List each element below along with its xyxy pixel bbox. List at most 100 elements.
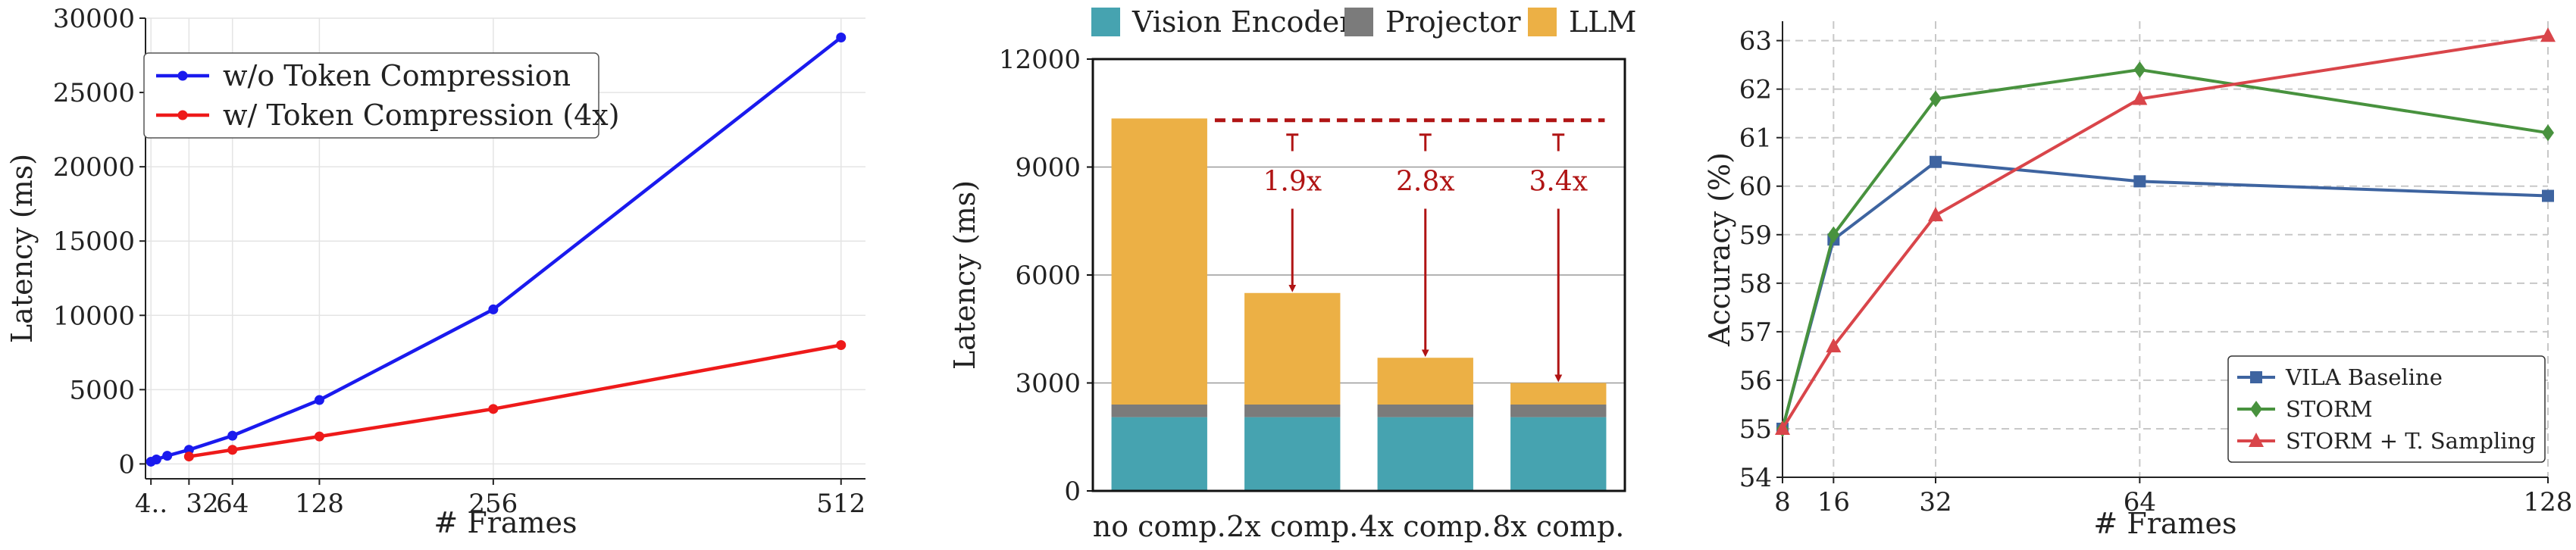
data-point [836, 339, 847, 350]
legend-swatch-marker [177, 110, 188, 120]
chart-accuracy-frames: 54 55 56 57 58 59 60 61 62 63 8 16 32 64 128 # Frames Ac… [1703, 21, 2572, 540]
x-tick-label: 8 [1774, 487, 1791, 517]
legend-label: LLM [1569, 5, 1636, 39]
data-point [227, 445, 238, 455]
legend-swatch-marker [177, 70, 188, 81]
x-tick-label: 128 [295, 489, 344, 519]
y-tick-label: 20000 [53, 152, 135, 183]
speedup-label: 2.8x [1396, 167, 1455, 198]
data-point [2132, 90, 2148, 105]
data-point [151, 455, 161, 465]
bar-segment [1111, 417, 1207, 491]
bar-segment [1377, 358, 1473, 405]
data-point [1826, 338, 1842, 353]
x-tick-label: 256 [468, 489, 518, 519]
data-point [1775, 420, 1790, 435]
x-tick-label: 32 [1919, 487, 1952, 517]
x-tick-label: 8x comp. [1492, 510, 1624, 543]
legend-label: VILA Baseline [2285, 364, 2443, 390]
x-tick-label: 16 [1817, 487, 1850, 517]
y-tick-label: 55 [1739, 414, 1772, 445]
legend-label: w/ Token Compression (4x) [223, 98, 620, 132]
y-tick-label: 58 [1739, 269, 1772, 299]
x-tick-label: 2x comp. [1226, 510, 1358, 543]
data-point [1930, 90, 1942, 108]
legend-box [2227, 355, 2546, 463]
y-tick-label: 56 [1739, 366, 1772, 396]
y-tick-label: 12000 [999, 45, 1081, 75]
y-tick-label: 30000 [53, 4, 135, 34]
data-point [1827, 226, 1840, 243]
data-point [2542, 124, 2554, 142]
data-point [488, 404, 499, 414]
data-point [2249, 433, 2264, 447]
y-tick-label: 63 [1739, 27, 1772, 57]
legend-swatch [1091, 8, 1120, 36]
y-tick-label: 10000 [53, 301, 135, 331]
data-point [227, 430, 238, 441]
y-axis-title: Latency (ms) [948, 180, 981, 370]
data-point [836, 32, 847, 42]
y-tick-label: 60 [1739, 172, 1772, 202]
x-tick-label: 4.. [135, 489, 167, 519]
data-point [2250, 371, 2262, 383]
y-axis-title: Accuracy (%) [1703, 152, 1736, 347]
bar-segment [1111, 118, 1207, 405]
y-tick-label: 57 [1739, 317, 1772, 348]
x-tick-label: no comp. [1093, 510, 1226, 543]
y-tick-label: 3000 [1015, 369, 1081, 399]
y-tick-label: 5000 [69, 375, 135, 405]
legend-label: Vision Encoder [1131, 5, 1354, 39]
legend-swatch [1344, 8, 1373, 36]
legend-label: STORM + T. Sampling [2286, 428, 2536, 454]
y-tick-label: 62 [1739, 75, 1772, 105]
legend-label: w/o Token Compression [223, 59, 571, 92]
data-point [2540, 27, 2556, 42]
y-tick-label: 15000 [53, 227, 135, 257]
legend-swatch [1528, 8, 1557, 36]
data-point [2250, 401, 2262, 417]
data-point [2133, 175, 2146, 188]
data-point [162, 451, 173, 461]
y-tick-label: 59 [1739, 220, 1772, 251]
bar-segment [1111, 405, 1207, 417]
data-point [183, 452, 194, 462]
bar-segment [1377, 405, 1473, 417]
x-tick-label: 64 [2124, 487, 2156, 517]
bar-segment [1510, 383, 1607, 405]
x-tick-label: 128 [2524, 487, 2573, 517]
legend-box [143, 52, 599, 139]
chart-latency-breakdown: 0 3000 6000 9000 12000 no comp. 2x comp. 4x com… [948, 5, 1636, 543]
data-point [314, 395, 324, 405]
y-tick-label: 0 [118, 449, 135, 480]
y-axis-title: Latency (ms) [5, 154, 39, 343]
x-tick-label: 4x comp. [1360, 510, 1491, 543]
series-line [189, 343, 842, 458]
x-tick-label: 64 [216, 489, 249, 519]
x-axis-title: # Frames [2093, 507, 2236, 540]
data-point [1928, 207, 1943, 222]
data-point [2542, 189, 2554, 202]
data-point [2133, 61, 2146, 79]
x-axis-title: # Frames [434, 506, 577, 539]
bar-segment [1244, 417, 1341, 491]
legend-label: STORM [2286, 396, 2373, 422]
y-tick-label: 25000 [53, 78, 135, 108]
data-point [488, 304, 499, 314]
y-tick-label: 9000 [1015, 153, 1081, 183]
x-tick-label: 512 [816, 489, 865, 519]
bar-segment [1377, 417, 1473, 491]
bar-segment [1510, 405, 1607, 417]
legend-label: Projector [1385, 5, 1521, 39]
bar-segment [1244, 405, 1341, 417]
y-tick-label: 0 [1064, 477, 1081, 507]
data-point [1930, 155, 1942, 168]
y-tick-label: 61 [1739, 123, 1772, 154]
y-tick-label: 6000 [1015, 261, 1081, 291]
speedup-label: 1.9x [1263, 167, 1322, 198]
y-tick-label: 54 [1739, 463, 1772, 493]
speedup-label: 3.4x [1529, 167, 1588, 198]
